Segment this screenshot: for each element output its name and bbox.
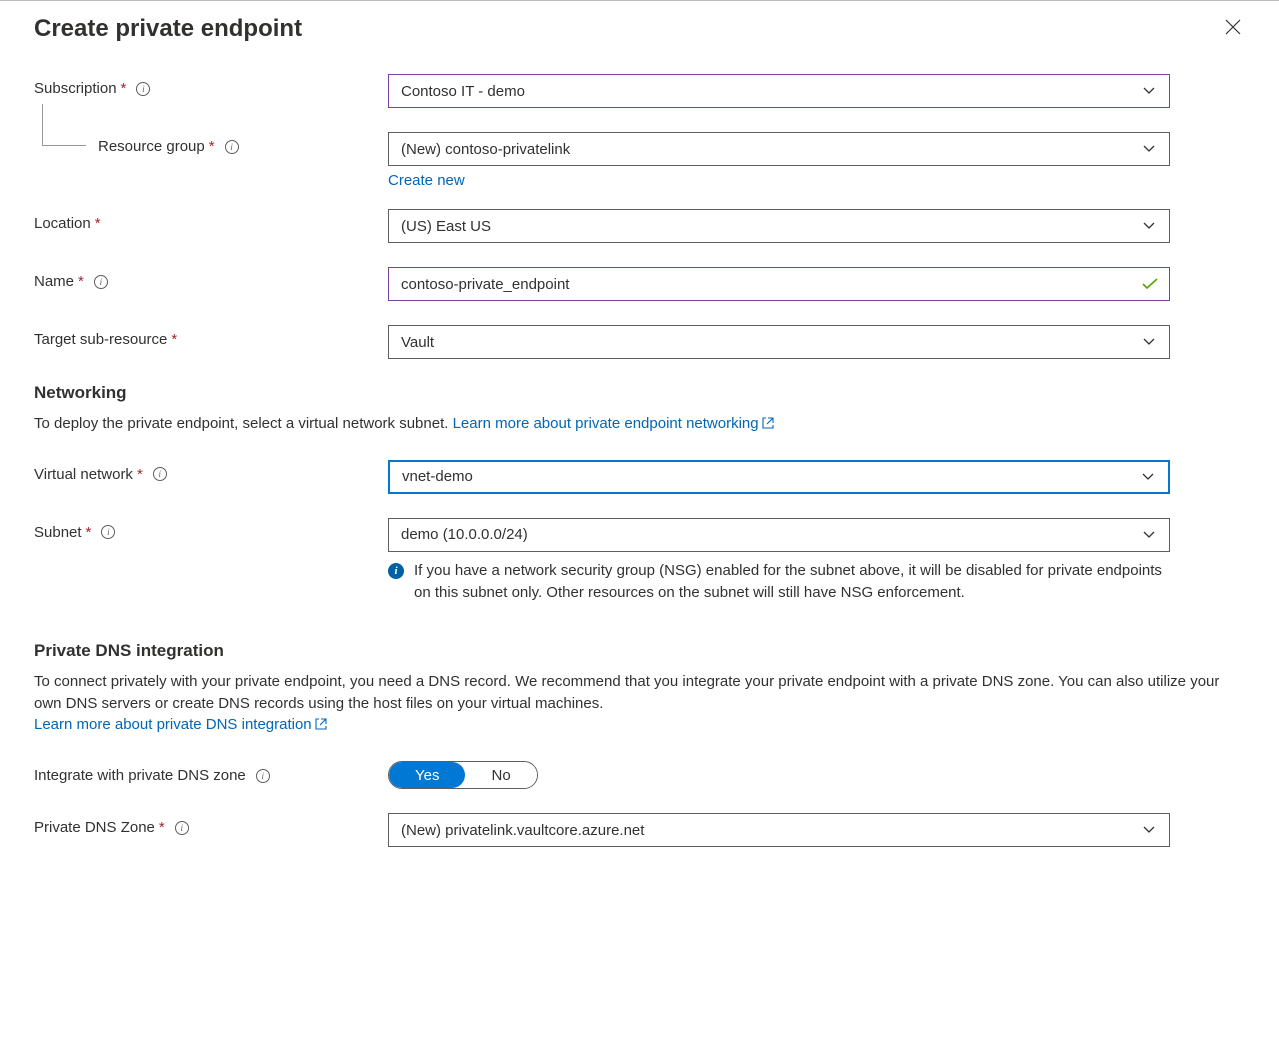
row-target-sub-resource: Target sub-resource * Vault <box>34 325 1245 359</box>
subnet-value: demo (10.0.0.0/24) <box>401 526 528 543</box>
create-new-row: Create new <box>388 172 1245 189</box>
chevron-down-icon <box>1143 145 1155 153</box>
panel-content: Subscription * i Contoso IT - demo Resou… <box>0 44 1279 881</box>
info-icon[interactable]: i <box>101 525 115 539</box>
networking-learn-more-link[interactable]: Learn more about private endpoint networ… <box>453 415 774 432</box>
row-virtual-network: Virtual network * i vnet-demo <box>34 460 1245 494</box>
chevron-down-icon <box>1143 531 1155 539</box>
subscription-dropdown[interactable]: Contoso IT - demo <box>388 74 1170 108</box>
row-private-dns-zone: Private DNS Zone * i (New) privatelink.v… <box>34 813 1245 847</box>
networking-desc: To deploy the private endpoint, select a… <box>34 413 1245 436</box>
private-dns-zone-value: (New) privatelink.vaultcore.azure.net <box>401 822 644 839</box>
label-integrate-dns: Integrate with private DNS zone i <box>34 761 388 784</box>
label-private-dns-zone: Private DNS Zone * i <box>34 813 388 836</box>
toggle-no[interactable]: No <box>465 762 536 788</box>
create-new-link[interactable]: Create new <box>388 172 465 189</box>
chevron-down-icon <box>1143 87 1155 95</box>
required-indicator: * <box>95 215 101 232</box>
target-sub-resource-dropdown[interactable]: Vault <box>388 325 1170 359</box>
target-sub-resource-value: Vault <box>401 334 434 351</box>
label-virtual-network: Virtual network * i <box>34 460 388 483</box>
label-target-sub-resource: Target sub-resource * <box>34 325 388 348</box>
nsg-info-message: i If you have a network security group (… <box>388 560 1170 605</box>
close-icon <box>1225 19 1241 35</box>
row-location: Location * (US) East US <box>34 209 1245 243</box>
row-resource-group: Resource group * i (New) contoso-private… <box>34 132 1245 166</box>
info-badge-icon: i <box>388 563 404 579</box>
row-integrate-dns: Integrate with private DNS zone i Yes No <box>34 761 1245 789</box>
resource-group-dropdown[interactable]: (New) contoso-privatelink <box>388 132 1170 166</box>
create-private-endpoint-panel: Create private endpoint Subscription * i… <box>0 0 1279 1047</box>
info-icon[interactable]: i <box>175 821 189 835</box>
virtual-network-dropdown[interactable]: vnet-demo <box>388 460 1170 494</box>
networking-heading: Networking <box>34 383 1245 403</box>
required-indicator: * <box>78 273 84 290</box>
dns-learn-more-link[interactable]: Learn more about private DNS integration <box>34 716 327 733</box>
tree-connector-icon <box>42 104 86 146</box>
label-resource-group: Resource group * i <box>34 132 388 155</box>
info-icon[interactable]: i <box>225 140 239 154</box>
info-icon[interactable]: i <box>94 275 108 289</box>
row-subnet: Subnet * i demo (10.0.0.0/24) i If you h… <box>34 518 1245 605</box>
chevron-down-icon <box>1143 826 1155 834</box>
subnet-dropdown[interactable]: demo (10.0.0.0/24) <box>388 518 1170 552</box>
chevron-down-icon <box>1142 473 1154 481</box>
dns-desc: To connect privately with your private e… <box>34 671 1245 737</box>
info-icon[interactable]: i <box>136 82 150 96</box>
required-indicator: * <box>137 466 143 483</box>
panel-header: Create private endpoint <box>0 1 1279 44</box>
virtual-network-value: vnet-demo <box>402 468 473 485</box>
page-title: Create private endpoint <box>34 15 302 43</box>
name-input[interactable] <box>388 267 1170 301</box>
label-name: Name * i <box>34 267 388 290</box>
row-subscription: Subscription * i Contoso IT - demo <box>34 74 1245 108</box>
required-indicator: * <box>86 524 92 541</box>
location-value: (US) East US <box>401 218 491 235</box>
close-button[interactable] <box>1221 15 1245 44</box>
subscription-value: Contoso IT - demo <box>401 83 525 100</box>
chevron-down-icon <box>1143 222 1155 230</box>
info-icon[interactable]: i <box>153 467 167 481</box>
external-link-icon <box>762 414 774 436</box>
integrate-dns-toggle[interactable]: Yes No <box>388 761 538 789</box>
toggle-yes[interactable]: Yes <box>389 762 465 788</box>
required-indicator: * <box>171 331 177 348</box>
required-indicator: * <box>159 819 165 836</box>
resource-group-value: (New) contoso-privatelink <box>401 141 570 158</box>
label-location: Location * <box>34 209 388 232</box>
checkmark-icon <box>1142 278 1158 290</box>
required-indicator: * <box>209 138 215 155</box>
private-dns-zone-dropdown[interactable]: (New) privatelink.vaultcore.azure.net <box>388 813 1170 847</box>
row-name: Name * i <box>34 267 1245 301</box>
chevron-down-icon <box>1143 338 1155 346</box>
external-link-icon <box>315 715 327 737</box>
label-subscription: Subscription * i <box>34 74 388 97</box>
label-subnet: Subnet * i <box>34 518 388 541</box>
info-icon[interactable]: i <box>256 769 270 783</box>
required-indicator: * <box>121 80 127 97</box>
location-dropdown[interactable]: (US) East US <box>388 209 1170 243</box>
dns-heading: Private DNS integration <box>34 641 1245 661</box>
